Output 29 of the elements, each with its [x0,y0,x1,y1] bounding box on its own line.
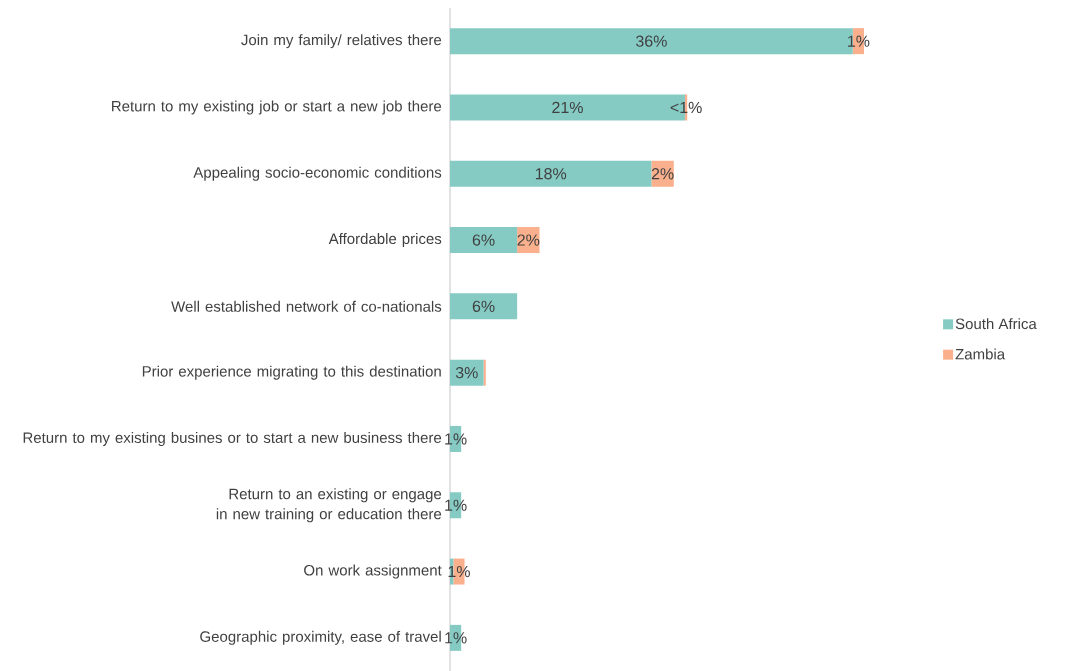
data-label: 18% [535,168,567,180]
data-label: 3% [455,366,478,379]
y-tick-label: Join my family/ relatives there [241,34,442,49]
bar [450,160,652,187]
bar [450,359,484,386]
data-label: 1% [445,433,467,445]
y-tick-label: Affordable prices [328,233,442,248]
data-label: 6% [472,300,495,313]
y-tick-label: Well established network of co-nationals [171,300,442,312]
y-tick-label: Return to my existing job or start a new job there [112,100,442,115]
legend-label: South Africa [955,318,1037,330]
data-label: 36% [636,35,667,47]
y-tick-label: Prior experience migrating to this destination [142,365,441,380]
bar [450,293,518,320]
y-tick-label: Return to an existing or engage in new training or education there [216,488,442,523]
data-label: 6% [472,234,495,246]
data-label: 2% [517,234,540,246]
data-label: 21% [552,101,583,114]
legend-label: Zambia [955,348,1006,360]
bar [483,359,486,386]
bar [651,160,674,187]
y-tick-label: On work assignment [304,564,442,579]
bar [450,227,518,254]
data-label: 2% [651,168,674,180]
data-label: 1% [445,632,467,644]
y-tick-label: Appealing socio-economic conditions [193,166,442,181]
data-label: 1% [445,499,467,511]
y-tick-label: Return to my existing busines or to start a new business there [23,431,442,446]
y-tick-label: Geographic proximity, ease of travel [200,630,441,645]
